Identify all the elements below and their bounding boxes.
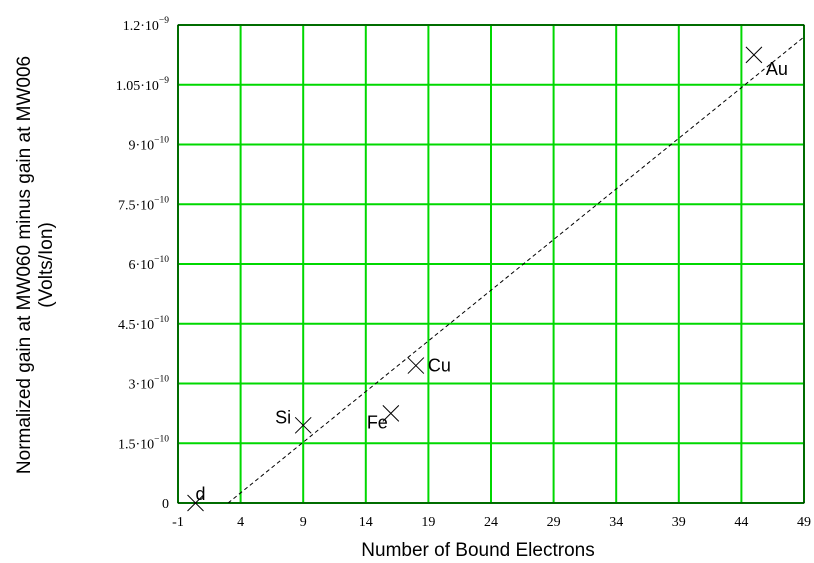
- y-tick-labels: 0 1.5·10−10 3·10−10 4.5·10−10 6·10−10 7.5·10−…: [116, 16, 170, 512]
- point-marker-cu: [407, 357, 425, 374]
- y-tick-label: 1.2·10−9: [123, 16, 170, 34]
- y-tick-label: 1.05·10−9: [116, 76, 170, 94]
- x-tick-label: 49: [797, 515, 811, 530]
- y-tick-label: 9·10−10: [128, 136, 169, 154]
- point-marker-fe: [382, 405, 400, 422]
- point-marker-d: [187, 494, 204, 512]
- y-tick-label: 7.5·10−10: [118, 195, 169, 213]
- x-tick-label: 44: [734, 515, 748, 530]
- y-tick-label: 6·10−10: [128, 255, 169, 273]
- point-label: Si: [275, 407, 291, 427]
- y-tick-label: 1.5·10−10: [118, 434, 169, 452]
- x-tick-label: 4: [237, 515, 244, 530]
- y-tick-label: 3·10−10: [128, 375, 169, 393]
- point-marker-si: [294, 416, 312, 434]
- fit-line: [227, 36, 805, 504]
- point-marker-au: [745, 46, 763, 64]
- y-axis-title-line-2: (Volts/Ion): [36, 222, 57, 308]
- point-label: Au: [766, 59, 788, 79]
- x-tick-label: 14: [359, 515, 373, 530]
- grid-lines: [177, 24, 805, 504]
- x-tick-label: 24: [484, 515, 498, 530]
- point-label: Cu: [428, 356, 451, 376]
- x-tick-label: 9: [300, 515, 307, 530]
- x-axis-title: Number of Bound Electrons: [361, 540, 594, 561]
- y-axis-title-line-1: Normalized gain at MW060 minus gain at M…: [14, 56, 35, 474]
- x-tick-label: -1: [172, 515, 184, 530]
- y-axis-title: Normalized gain at MW060 minus gain at M…: [14, 56, 57, 474]
- y-tick-label: 4.5·10−10: [118, 315, 169, 333]
- point-label: d: [196, 484, 206, 504]
- x-tick-label: 39: [672, 515, 686, 530]
- x-tick-label: 29: [547, 515, 561, 530]
- plot-frame: [177, 24, 805, 504]
- x-tick-label: 19: [421, 515, 435, 530]
- point-label: Fe: [367, 412, 388, 432]
- data-points: d Si Fe Cu Au: [187, 46, 788, 512]
- x-tick-labels: -1 4 9 14 19 24 29 34 39 44 49: [172, 515, 811, 530]
- x-tick-label: 34: [609, 515, 623, 530]
- y-tick-label: 0: [162, 497, 169, 512]
